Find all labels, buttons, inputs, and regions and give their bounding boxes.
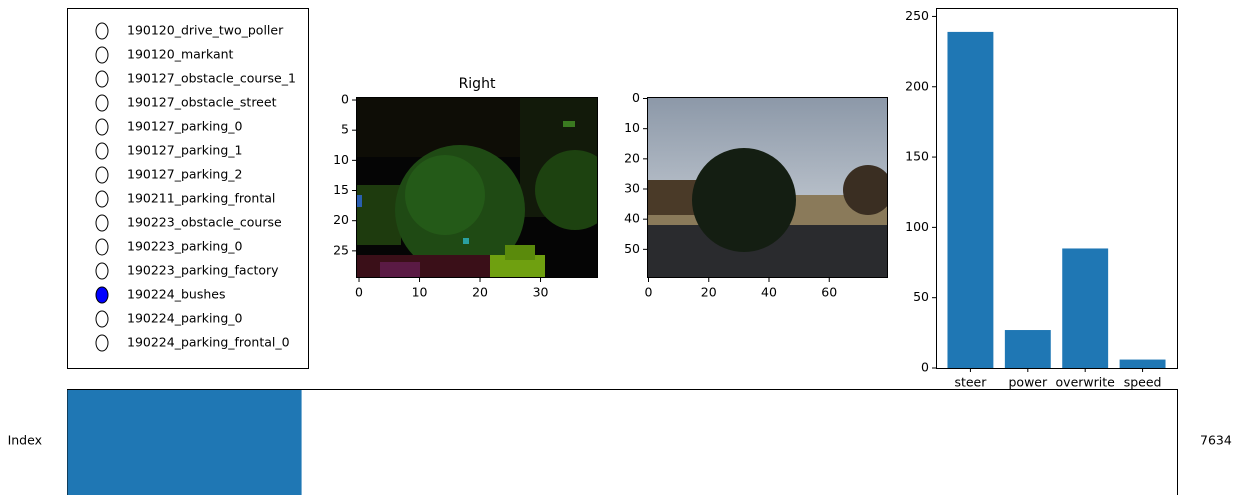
app-window: 190120_drive_two_poller 190120_markant 190…: [0, 0, 1240, 495]
x-tick-label: 20: [472, 285, 488, 300]
radio-label[interactable]: 190223_parking_factory: [127, 263, 279, 278]
radio-label[interactable]: 190127_obstacle_course_1: [127, 71, 296, 86]
y-tick-label: 10: [624, 120, 640, 135]
radio-label[interactable]: 190224_bushes: [127, 287, 225, 302]
x-tick-label: steer: [954, 375, 987, 390]
y-tick-label: 150: [905, 149, 929, 164]
y-tick-label: 40: [624, 211, 640, 226]
y-tick-label: 50: [624, 241, 640, 256]
y-tick-label: 30: [624, 181, 640, 196]
x-tick-label: overwrite: [1056, 375, 1116, 390]
x-tick-label: 0: [355, 285, 363, 300]
x-tick-label: 30: [533, 285, 549, 300]
radio-button[interactable]: [96, 239, 108, 255]
y-tick-label: 25: [333, 242, 349, 257]
y-tick-label: 200: [905, 78, 929, 93]
x-tick-label: 60: [821, 285, 837, 300]
y-tick-label: 250: [905, 8, 929, 23]
slider-label: Index: [8, 433, 42, 448]
radio-label[interactable]: 190127_parking_1: [127, 143, 242, 158]
radio-button[interactable]: [96, 143, 108, 159]
radio-button[interactable]: [96, 263, 108, 279]
right-image: [356, 97, 615, 278]
radio-button[interactable]: [96, 215, 108, 231]
slider-fill[interactable]: [68, 390, 302, 495]
x-tick-label: 40: [761, 285, 777, 300]
bar: [1062, 248, 1108, 368]
x-tick-label: 10: [412, 285, 428, 300]
y-tick-label: 0: [632, 90, 640, 105]
radio-button[interactable]: [96, 47, 108, 63]
radio-button[interactable]: [96, 71, 108, 87]
y-tick-label: 20: [624, 150, 640, 165]
radio-label[interactable]: 190211_parking_frontal: [127, 191, 275, 206]
radio-label[interactable]: 190127_parking_2: [127, 167, 242, 182]
slider-value: 7634: [1200, 433, 1232, 448]
x-tick-label: 20: [701, 285, 717, 300]
axes-title: Right: [459, 76, 496, 92]
radio-button[interactable]: [96, 191, 108, 207]
x-tick-label: power: [1008, 375, 1047, 390]
y-tick-label: 5: [341, 122, 349, 137]
radio-button[interactable]: [96, 167, 108, 183]
radio-button[interactable]: [96, 23, 108, 39]
radio-button[interactable]: [96, 287, 108, 303]
x-tick-label: speed: [1124, 375, 1162, 390]
y-tick-label: 15: [333, 182, 349, 197]
radio-label[interactable]: 190127_obstacle_street: [127, 95, 277, 110]
radio-button[interactable]: [96, 335, 108, 351]
radio-button[interactable]: [96, 95, 108, 111]
radio-button[interactable]: [96, 311, 108, 327]
y-tick-label: 10: [333, 152, 349, 167]
bar: [947, 32, 993, 368]
x-tick-label: 0: [645, 285, 653, 300]
camera-image: [647, 97, 893, 278]
y-tick-label: 0: [921, 360, 929, 375]
radio-label[interactable]: 190224_parking_frontal_0: [127, 335, 290, 350]
y-tick-label: 0: [341, 92, 349, 107]
bar: [1005, 330, 1051, 368]
radio-label[interactable]: 190223_parking_0: [127, 239, 243, 254]
radio-label[interactable]: 190224_parking_0: [127, 311, 243, 326]
radio-label[interactable]: 190127_parking_0: [127, 119, 243, 134]
radio-label[interactable]: 190120_drive_two_poller: [127, 23, 284, 38]
y-tick-label: 50: [913, 289, 929, 304]
y-tick-label: 100: [905, 219, 929, 234]
y-tick-label: 20: [333, 212, 349, 227]
radio-label[interactable]: 190120_markant: [127, 47, 234, 62]
radio-button[interactable]: [96, 119, 108, 135]
bar: [1120, 360, 1166, 368]
radio-label[interactable]: 190223_obstacle_course: [127, 215, 282, 230]
